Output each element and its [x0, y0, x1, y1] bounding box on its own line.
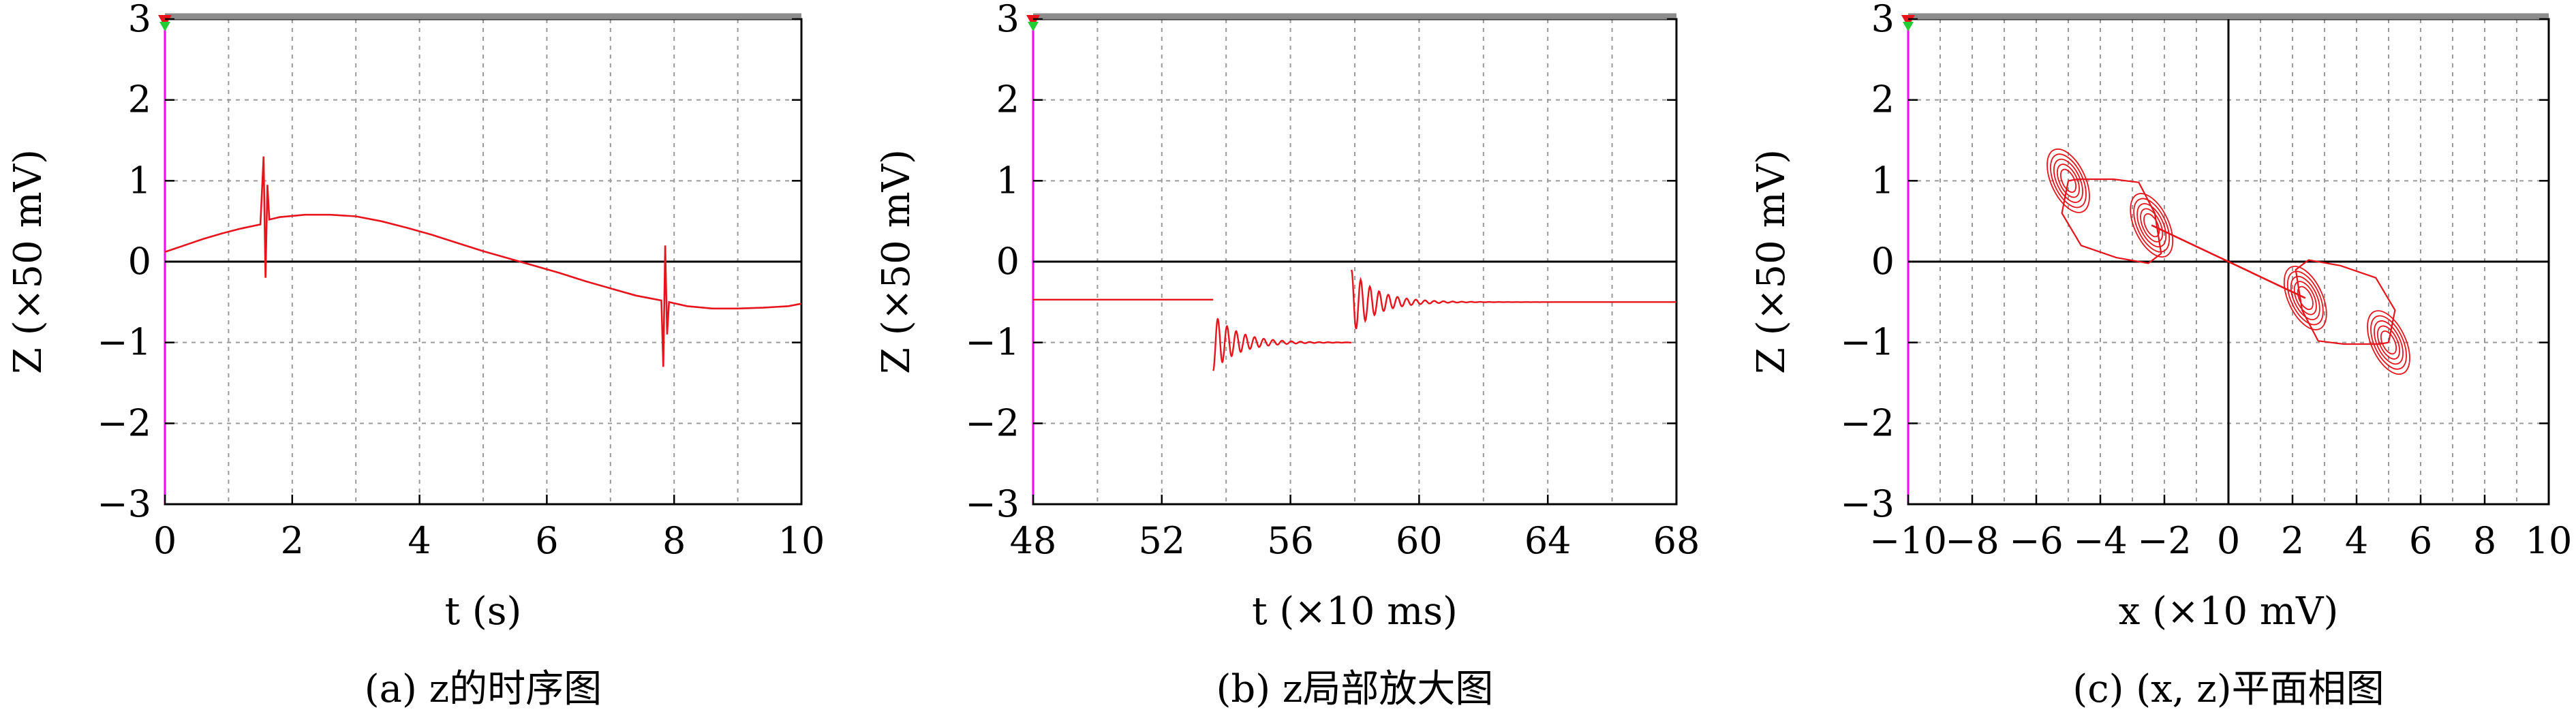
y-axis-title: Z (×50 mV) — [1749, 149, 1794, 374]
trigger-marker-green — [1903, 22, 1914, 31]
spiral-ring — [2293, 281, 2317, 315]
y-tick-label: −2 — [965, 401, 1019, 444]
y-tick-label: 0 — [996, 240, 1019, 283]
trigger-marker-red — [1026, 15, 1040, 27]
x-axis-title: x (×10 mV) — [2119, 589, 2339, 634]
y-tick-label: 3 — [996, 0, 1019, 40]
x-tick-label: 10 — [2526, 519, 2573, 562]
y-tick-label: 1 — [996, 159, 1019, 202]
y-tick-label: −3 — [1840, 482, 1895, 525]
x-tick-label: 6 — [535, 519, 558, 562]
trigger-marker-green — [1028, 22, 1039, 31]
spiral-ring — [2370, 315, 2407, 370]
x-tick-label: 4 — [408, 519, 431, 562]
panel-a: −3 −2 −1 0 1 2 3 0 2 4 6 8 10 t (s) Z (×50 mV) (a) z的时序… — [6, 0, 825, 711]
series-segment — [1212, 318, 1352, 371]
x-tick-label: 56 — [1267, 519, 1314, 562]
x-tick-label: 6 — [2409, 519, 2432, 562]
spiral-ring — [2286, 270, 2324, 326]
data-layer — [165, 156, 801, 367]
x-tick-label: −10 — [1869, 519, 1947, 562]
y-tick-label: −1 — [1840, 321, 1895, 364]
spiral-ring — [2297, 285, 2314, 311]
spiral-ring — [2059, 168, 2077, 193]
x-tick-label: −8 — [1945, 519, 1999, 562]
y-tick-label: −3 — [965, 482, 1019, 525]
series-segment — [1351, 269, 1676, 330]
y-tick-label: 2 — [996, 78, 1019, 121]
spiral-ring — [2374, 320, 2404, 365]
y-tick-label: 0 — [128, 240, 151, 283]
trigger-marker-red — [158, 15, 172, 27]
x-tick-label: 68 — [1653, 519, 1700, 562]
x-tick-label: −6 — [2009, 519, 2064, 562]
y-tick-label: 2 — [128, 78, 151, 121]
spiral-ring — [2283, 265, 2327, 330]
y-tick-label: 1 — [1871, 159, 1895, 202]
spiral-ring — [2380, 330, 2397, 355]
phase-loop — [2295, 259, 2396, 345]
spiral-ring — [2133, 198, 2171, 253]
y-tick-label: 0 — [1871, 240, 1895, 283]
y-tick-label: −2 — [97, 401, 151, 444]
panel-caption: (b) z局部放大图 — [1216, 667, 1494, 711]
panel-b: −3 −2 −1 0 1 2 3 48 52 56 60 64 68 t (×10 ms) Z (×50 m… — [874, 0, 1700, 711]
spiral-ring — [2376, 325, 2401, 360]
x-tick-label: −4 — [2073, 519, 2128, 562]
x-tick-label: 10 — [778, 519, 825, 562]
data-layer — [2046, 148, 2410, 375]
y-axis-title: Z (×50 mV) — [6, 149, 50, 374]
x-tick-label: 0 — [153, 519, 177, 562]
spiral-ring — [2130, 193, 2174, 258]
x-tick-label: 60 — [1396, 519, 1443, 562]
spiral-ring — [2290, 275, 2320, 320]
x-tick-label: 4 — [2345, 519, 2368, 562]
x-tick-label: 2 — [2281, 519, 2304, 562]
x-axis-title: t (×10 ms) — [1252, 589, 1458, 634]
y-tick-label: −1 — [965, 321, 1019, 364]
x-tick-label: 2 — [281, 519, 304, 562]
y-tick-label: 2 — [1871, 78, 1895, 121]
spiral-ring — [2046, 148, 2090, 213]
x-tick-label: 48 — [1010, 519, 1057, 562]
y-tick-label: 3 — [1871, 0, 1895, 40]
x-axis-title: t (s) — [445, 589, 522, 634]
spiral-ring — [2053, 158, 2083, 203]
spiral-ring — [2050, 153, 2087, 208]
spiral-ring — [2143, 213, 2160, 238]
spiral-ring — [2140, 208, 2164, 243]
x-tick-label: 0 — [2217, 519, 2240, 562]
spiral-ring — [2136, 203, 2167, 248]
x-tick-label: 64 — [1524, 519, 1571, 562]
x-tick-label: 52 — [1138, 519, 1185, 562]
spiral-ring — [2367, 310, 2410, 375]
data-layer — [1033, 269, 1676, 371]
y-tick-label: 3 — [128, 0, 151, 40]
panel-caption: (a) z的时序图 — [365, 667, 602, 711]
panel-caption: (c) (x, z)平面相图 — [2072, 667, 2384, 711]
y-tick-label: −3 — [97, 482, 151, 525]
y-tick-label: −1 — [97, 321, 151, 364]
phase-loop — [2061, 178, 2162, 264]
y-axis-title: Z (×50 mV) — [874, 149, 919, 374]
series-line — [165, 156, 801, 367]
x-tick-label: −2 — [2137, 519, 2192, 562]
x-tick-label: 8 — [2473, 519, 2496, 562]
spiral-ring — [2056, 164, 2081, 198]
x-tick-label: 8 — [662, 519, 686, 562]
trigger-marker-red — [1901, 15, 1915, 27]
trigger-marker-green — [159, 22, 170, 31]
phase-diagonal — [2151, 224, 2306, 299]
y-tick-label: −2 — [1840, 401, 1895, 444]
y-tick-label: 1 — [128, 159, 151, 202]
